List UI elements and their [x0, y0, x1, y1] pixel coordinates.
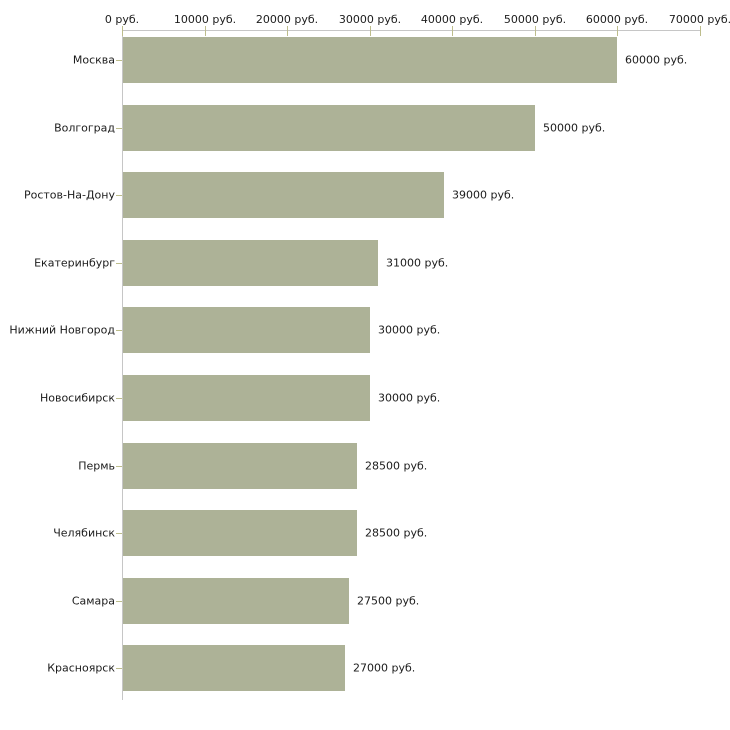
- x-tick-label: 40000 руб.: [420, 13, 484, 26]
- bar-value-label: 30000 руб.: [378, 391, 441, 405]
- bar: [123, 375, 370, 421]
- bar: [123, 578, 349, 624]
- category-label: Ростов-На-Дону: [23, 188, 115, 202]
- bar: [123, 105, 535, 151]
- bar: [123, 37, 617, 83]
- bar-value-label: 30000 руб.: [378, 323, 441, 337]
- x-tick-label: 10000 руб.: [173, 13, 237, 26]
- category-label: Волгоград: [54, 121, 115, 135]
- y-tick-mark: [116, 398, 122, 399]
- x-tick-mark: [205, 26, 206, 36]
- x-axis-line: [122, 30, 700, 31]
- x-tick-mark: [617, 26, 618, 36]
- bar: [123, 307, 370, 353]
- x-tick-label: 0 руб.: [104, 13, 140, 26]
- y-tick-mark: [116, 195, 122, 196]
- bar-value-label: 28500 руб.: [365, 459, 428, 473]
- y-tick-mark: [116, 601, 122, 602]
- x-tick-label: 30000 руб.: [338, 13, 402, 26]
- y-tick-mark: [116, 263, 122, 264]
- category-label: Красноярск: [47, 661, 115, 675]
- category-label: Самара: [71, 594, 115, 608]
- x-tick-mark: [535, 26, 536, 36]
- y-tick-mark: [116, 668, 122, 669]
- x-tick-mark: [452, 26, 453, 36]
- category-label: Нижний Новгород: [9, 323, 115, 337]
- y-tick-mark: [116, 330, 122, 331]
- category-label: Челябинск: [53, 526, 115, 540]
- x-tick-label: 50000 руб.: [503, 13, 567, 26]
- bar-value-label: 50000 руб.: [543, 121, 606, 135]
- bar: [123, 510, 357, 556]
- bar-value-label: 27500 руб.: [357, 594, 420, 608]
- bar-value-label: 28500 руб.: [365, 526, 428, 540]
- bar: [123, 443, 357, 489]
- x-tick-mark: [700, 26, 701, 36]
- bar: [123, 172, 444, 218]
- x-tick-label: 20000 руб.: [255, 13, 319, 26]
- x-tick-mark: [122, 26, 123, 36]
- bar: [123, 240, 378, 286]
- category-label: Екатеринбург: [34, 256, 115, 270]
- y-tick-mark: [116, 60, 122, 61]
- category-label: Пермь: [78, 459, 115, 473]
- x-tick-label: 60000 руб.: [585, 13, 649, 26]
- bar-value-label: 27000 руб.: [353, 661, 416, 675]
- x-tick-mark: [287, 26, 288, 36]
- y-tick-mark: [116, 466, 122, 467]
- bar-value-label: 39000 руб.: [452, 188, 515, 202]
- bar-value-label: 60000 руб.: [625, 53, 688, 67]
- bar-value-label: 31000 руб.: [386, 256, 449, 270]
- category-label: Новосибирск: [39, 391, 115, 405]
- x-tick-mark: [370, 26, 371, 36]
- y-tick-mark: [116, 128, 122, 129]
- y-axis-line: [122, 30, 123, 700]
- x-tick-label: 70000 руб.: [668, 13, 730, 26]
- y-tick-mark: [116, 533, 122, 534]
- bar: [123, 645, 345, 691]
- category-label: Москва: [72, 53, 115, 67]
